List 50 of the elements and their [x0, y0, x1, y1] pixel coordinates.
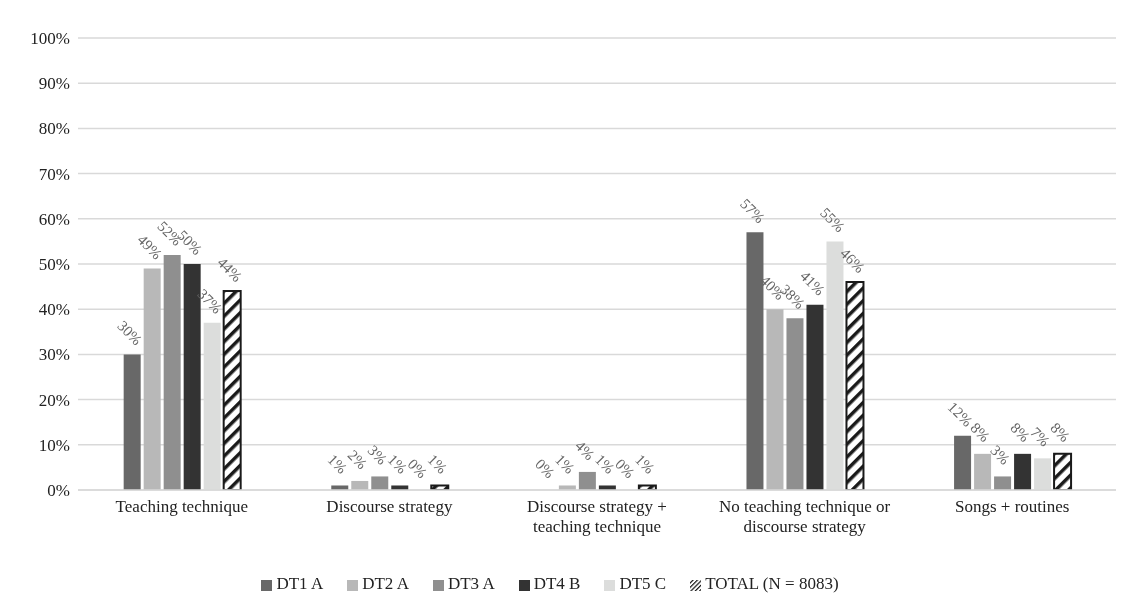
- bar: [578, 471, 596, 490]
- legend-label: DT1 A: [276, 574, 324, 593]
- bar: [143, 268, 161, 490]
- data-label: 55%: [817, 204, 848, 236]
- bar: [1053, 452, 1073, 490]
- bar: [954, 435, 972, 490]
- data-label: 30%: [114, 317, 146, 349]
- bar: [766, 309, 784, 490]
- x-tick-label: Songs + routines: [954, 497, 1070, 516]
- data-label: 37%: [194, 285, 226, 317]
- data-label: 44%: [214, 254, 246, 285]
- bar: [123, 354, 141, 490]
- y-tick-label: 100%: [30, 29, 70, 49]
- bar: [163, 254, 181, 490]
- y-tick-label: 30%: [38, 345, 70, 365]
- x-tick-label: No teaching technique or discourse strategy: [718, 497, 891, 536]
- y-tick-label: 20%: [38, 390, 70, 410]
- data-label: 1%: [424, 451, 451, 477]
- data-label: 46%: [837, 245, 868, 276]
- bar: [845, 281, 865, 490]
- legend-label: DT2 A: [362, 574, 409, 593]
- bar: [430, 484, 450, 490]
- y-tick-label: 70%: [38, 164, 70, 184]
- y-tick-label: 40%: [38, 300, 70, 320]
- bar: [746, 232, 764, 490]
- legend-label: TOTAL (N = 8083): [705, 574, 839, 593]
- bar: [994, 476, 1012, 490]
- data-label: 57%: [737, 195, 768, 227]
- y-tick-label: 10%: [38, 435, 70, 455]
- x-tick-label: Teaching technique: [115, 497, 248, 516]
- bar: [806, 304, 824, 490]
- bar: [222, 290, 242, 490]
- y-tick-label: 0%: [47, 481, 70, 501]
- legend-label: DT4 B: [533, 574, 581, 593]
- data-label: 8%: [1047, 419, 1073, 446]
- legend-label: DT5 C: [619, 574, 667, 593]
- y-tick-label: 50%: [38, 255, 70, 275]
- data-label: 1%: [632, 451, 658, 477]
- y-tick-label: 90%: [38, 74, 70, 94]
- bar: [974, 453, 992, 490]
- bar: [1014, 453, 1032, 490]
- bar: [637, 484, 657, 490]
- x-tick-label: Discourse strategy: [326, 497, 453, 516]
- bar: [786, 318, 804, 490]
- bar: [371, 476, 389, 490]
- legend-label: DT3 A: [447, 574, 495, 593]
- y-tick-label: 80%: [38, 119, 70, 139]
- x-tick-label: Discourse strategy + teaching technique: [527, 497, 667, 536]
- data-label: 1%: [552, 451, 578, 477]
- y-tick-label: 60%: [38, 209, 70, 229]
